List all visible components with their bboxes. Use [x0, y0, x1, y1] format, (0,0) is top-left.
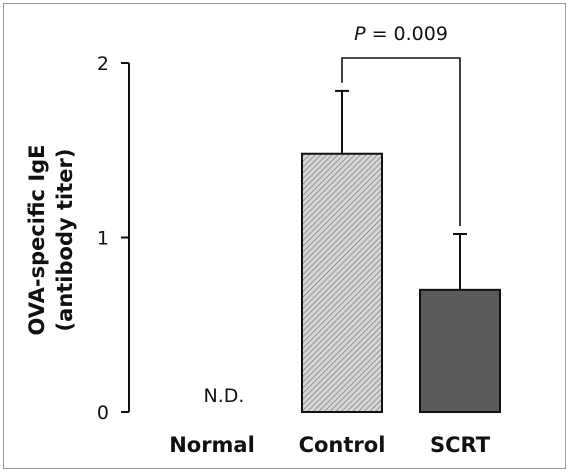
error-bars [335, 89, 467, 290]
y-tick-label: 0 [97, 402, 109, 424]
x-tick-label-control: Control [299, 433, 386, 457]
p-symbol: P [354, 23, 366, 45]
significance-annotation: P = 0.009 [341, 23, 461, 227]
y-axis-label-line1: OVA-specific IgE [25, 144, 49, 335]
significance-bracket [341, 57, 461, 227]
bar-label: N.D. [204, 385, 245, 407]
p-value-label: P = 0.009 [354, 23, 448, 45]
p-value: = 0.009 [366, 23, 448, 45]
x-tick-label-normal: Normal [169, 433, 255, 457]
bar-scrt [419, 288, 501, 414]
y-axis-label-line2: (antibody titer) [53, 149, 77, 332]
y-axis-label: OVA-specific IgE (antibody titer) [25, 144, 77, 335]
x-tick-label-scrt: SCRT [430, 433, 491, 457]
x-tick-labels: Normal Control SCRT [169, 433, 491, 457]
y-tick-label: 2 [97, 53, 109, 75]
bars: N.D. [204, 152, 501, 414]
bar-control [301, 152, 383, 414]
y-ticks: 0 1 2 [97, 53, 129, 424]
y-tick-label: 1 [97, 228, 109, 250]
